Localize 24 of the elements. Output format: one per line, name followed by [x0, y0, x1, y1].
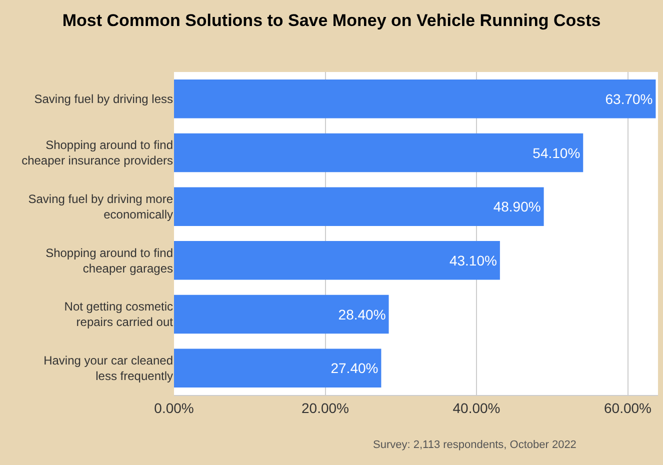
bar: [174, 133, 584, 172]
data-label: 43.10%: [449, 252, 497, 268]
data-label: 54.10%: [532, 144, 580, 161]
data-label: 28.40%: [338, 306, 386, 322]
y-tick-label: Saving fuel by driving more economically: [28, 192, 174, 222]
bar: [174, 348, 382, 388]
chart-title: Most Common Solutions to Save Money on Vehicle Running Costs: [62, 10, 601, 30]
y-tick-label: Shopping around to find cheaper garages: [46, 246, 173, 276]
data-label: 48.90%: [493, 198, 541, 215]
bar: [174, 80, 656, 118]
y-tick-label: Having your car cleaned less frequently: [44, 353, 173, 384]
x-tick-label: 0.00%: [154, 400, 194, 416]
x-tick-label: 40.00%: [452, 400, 500, 416]
x-tick-label: 60.00%: [604, 400, 652, 416]
bar: [174, 187, 544, 226]
data-label: 63.70%: [605, 90, 653, 107]
data-label: 27.40%: [330, 360, 378, 376]
x-tick-label: 20.00%: [302, 400, 349, 416]
bar: [174, 294, 389, 334]
text: Survey: 2,113 respondents, October 2022: [373, 439, 576, 451]
bar: [174, 241, 500, 280]
y-tick-label: Not getting cosmetic repairs carried out: [64, 300, 174, 330]
y-tick-label: Saving fuel by driving less: [34, 92, 173, 106]
y-tick-label: Shopping around to find cheaper insurance providers: [22, 138, 173, 168]
